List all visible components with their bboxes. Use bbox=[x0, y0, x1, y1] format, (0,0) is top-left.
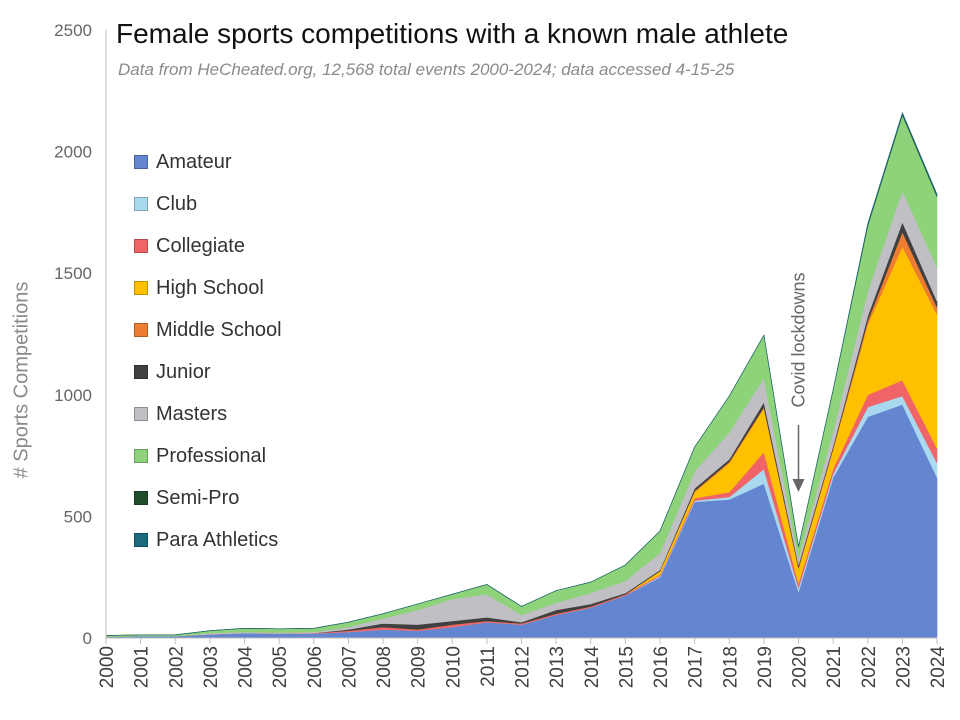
legend-label: Masters bbox=[156, 402, 228, 425]
x-tick-label: 2010 bbox=[443, 646, 464, 688]
legend-swatch bbox=[134, 155, 148, 169]
area-para-athletics bbox=[105, 111, 938, 636]
covid-annotation-arrow bbox=[792, 425, 805, 492]
legend-item: Masters bbox=[134, 393, 282, 435]
x-tick-label: 2007 bbox=[339, 646, 360, 688]
y-axis: 0 500 1000 1500 2000 2500 bbox=[54, 21, 107, 648]
legend-item: Middle School bbox=[134, 309, 282, 351]
x-tick-label: 2016 bbox=[651, 646, 672, 688]
legend-label: Para Athletics bbox=[156, 528, 279, 551]
chart-subtitle: Data from HeCheated.org, 12,568 total ev… bbox=[118, 60, 735, 79]
x-tick-label: 2015 bbox=[616, 646, 637, 688]
legend-label: Professional bbox=[156, 444, 267, 467]
x-tick-label: 2003 bbox=[201, 646, 222, 688]
legend-swatch bbox=[134, 491, 148, 505]
x-tick-label: 2018 bbox=[720, 646, 741, 688]
legend-label: Junior bbox=[156, 360, 211, 383]
legend-item: High School bbox=[134, 267, 282, 309]
y-tick-label: 0 bbox=[83, 629, 92, 648]
legend-item: Collegiate bbox=[134, 225, 282, 267]
legend-swatch bbox=[134, 407, 148, 421]
x-tick-label: 2005 bbox=[270, 646, 291, 688]
x-tick-label: 2019 bbox=[755, 646, 776, 688]
legend: Amateur Club Collegiate High School Middle S… bbox=[134, 141, 282, 561]
legend-item: Professional bbox=[134, 435, 282, 477]
legend-label: Semi-Pro bbox=[156, 486, 240, 509]
x-tick-label: 2001 bbox=[132, 646, 153, 688]
x-tick-label: 2008 bbox=[374, 646, 395, 688]
legend-swatch bbox=[134, 365, 148, 379]
x-axis: 2000 2001 2002 2003 2004 2005 2006 2007 2008 2009… bbox=[97, 637, 949, 689]
legend-swatch bbox=[134, 197, 148, 211]
legend-swatch bbox=[134, 239, 148, 253]
chart-title: Female sports competitions with a known … bbox=[116, 18, 789, 49]
x-tick-label: 2017 bbox=[686, 646, 707, 688]
x-tick-label: 2000 bbox=[97, 646, 118, 688]
y-tick-label: 500 bbox=[64, 507, 92, 526]
y-tick-label: 2500 bbox=[54, 21, 92, 40]
area-series-group bbox=[105, 111, 938, 639]
x-tick-label: 2011 bbox=[478, 646, 499, 687]
legend-swatch bbox=[134, 449, 148, 463]
legend-item: Junior bbox=[134, 351, 282, 393]
x-tick-label: 2024 bbox=[928, 646, 949, 689]
x-tick-label: 2020 bbox=[790, 646, 811, 688]
y-tick-label: 2000 bbox=[54, 143, 92, 162]
y-axis-label: # Sports Competitions bbox=[10, 281, 33, 479]
legend-label: Collegiate bbox=[156, 234, 245, 257]
legend-swatch bbox=[134, 533, 148, 547]
legend-label: Middle School bbox=[156, 318, 282, 341]
x-tick-label: 2004 bbox=[236, 646, 257, 689]
legend-swatch bbox=[134, 281, 148, 295]
x-tick-label: 2006 bbox=[305, 646, 326, 688]
x-tick-label: 2002 bbox=[166, 646, 187, 688]
y-tick-label: 1000 bbox=[54, 386, 92, 405]
legend-item: Amateur bbox=[134, 141, 282, 183]
x-tick-label: 2009 bbox=[409, 646, 430, 688]
arrow-head bbox=[792, 479, 805, 492]
legend-label: Amateur bbox=[156, 150, 232, 173]
x-tick-label: 2021 bbox=[824, 646, 845, 688]
x-tick-label: 2014 bbox=[582, 646, 603, 689]
x-tick-label: 2013 bbox=[547, 646, 568, 688]
x-tick-label: 2023 bbox=[893, 646, 914, 688]
legend-label: Club bbox=[156, 192, 198, 215]
covid-annotation-label: Covid lockdowns bbox=[788, 272, 809, 408]
legend-item: Para Athletics bbox=[134, 519, 282, 561]
x-tick-label: 2022 bbox=[859, 646, 880, 688]
x-tick-label: 2012 bbox=[513, 646, 534, 688]
legend-swatch bbox=[134, 323, 148, 337]
y-tick-label: 1500 bbox=[54, 264, 92, 283]
legend-label: High School bbox=[156, 276, 264, 299]
legend-item: Club bbox=[134, 183, 282, 225]
legend-item: Semi-Pro bbox=[134, 477, 282, 519]
